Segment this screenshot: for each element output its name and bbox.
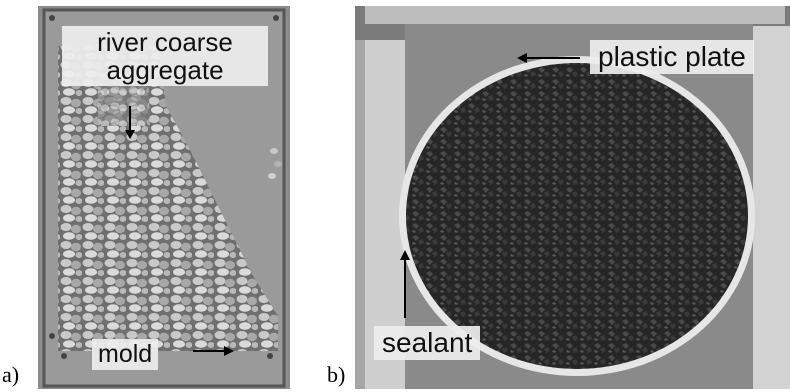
panel-letter-a: a) xyxy=(2,362,20,387)
panel-letter-b: b) xyxy=(327,362,346,387)
photo-river-aggregate-mold: river coarse aggregate mold xyxy=(38,6,290,389)
photo-plastic-plate-sealant: plastic plate sealant xyxy=(355,6,790,389)
label-mold: mold xyxy=(92,339,159,370)
label-river-coarse-aggregate: river coarse aggregate xyxy=(62,26,268,87)
label-plastic-plate: plastic plate xyxy=(590,40,754,75)
label-sealant: sealant xyxy=(374,326,481,361)
plastic-plate-sealant-photo-graphic xyxy=(355,6,790,389)
